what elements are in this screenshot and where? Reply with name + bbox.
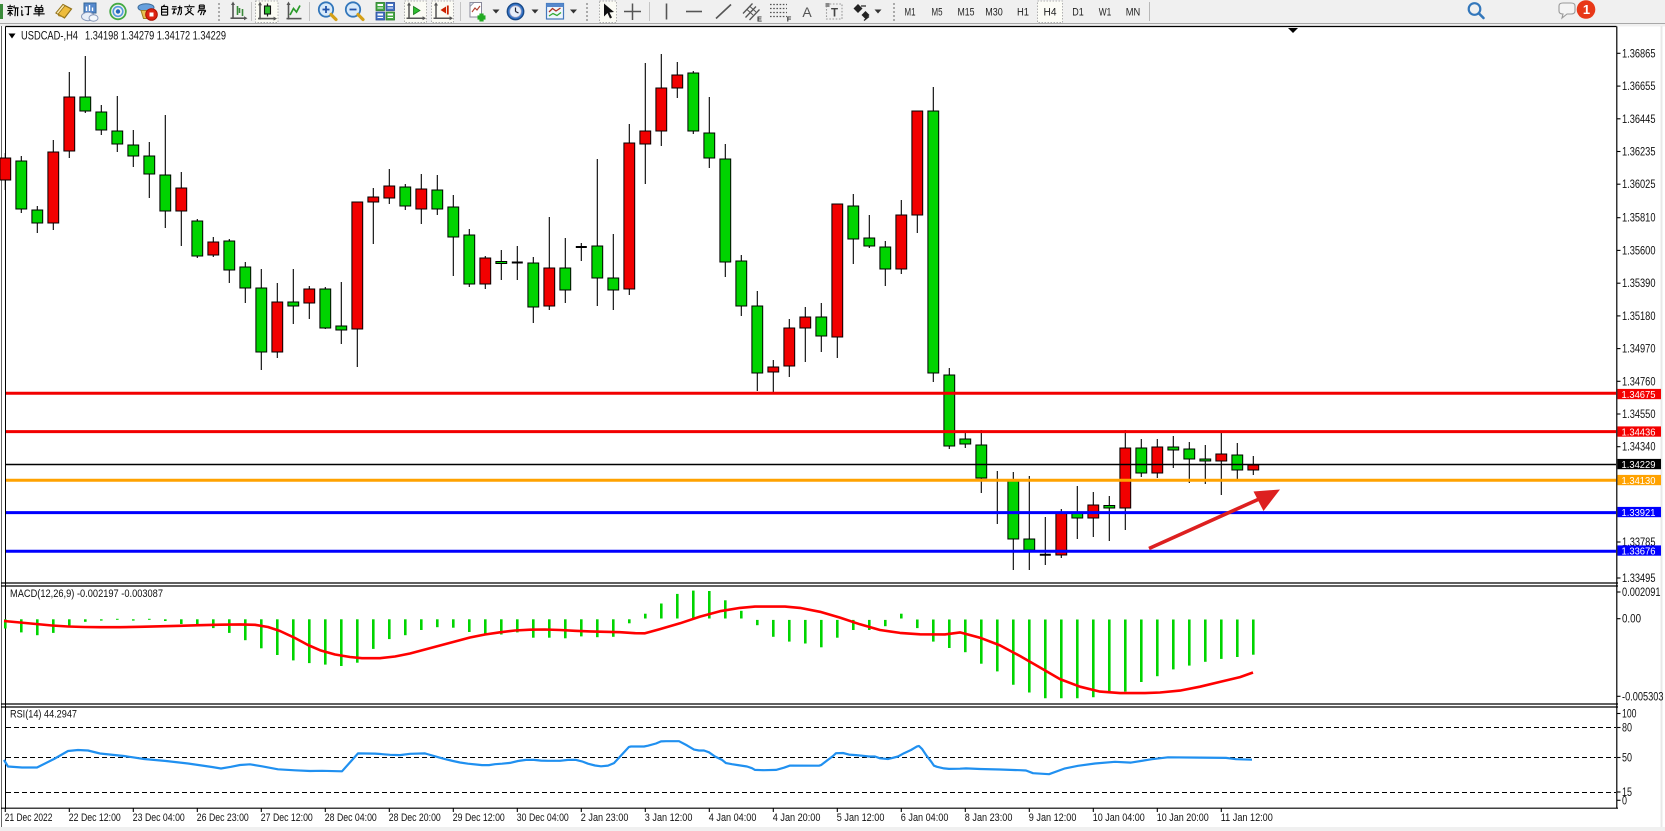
svg-text:1.34229: 1.34229 [1622,459,1656,471]
svg-text:50: 50 [1622,753,1632,765]
svg-text:1.36445: 1.36445 [1622,114,1656,126]
svg-text:0.00: 0.00 [1622,614,1641,626]
svg-text:1.35810: 1.35810 [1622,213,1656,225]
svg-text:6 Jan 04:00: 6 Jan 04:00 [901,812,949,824]
svg-text:M15: M15 [958,7,975,19]
svg-text:M5: M5 [932,7,943,19]
svg-text:0.002091: 0.002091 [1622,587,1661,599]
svg-text:1.35180: 1.35180 [1622,311,1656,323]
svg-text:26 Dec 23:00: 26 Dec 23:00 [197,812,249,824]
svg-text:1.35390: 1.35390 [1622,278,1656,290]
svg-text:W1: W1 [1099,7,1112,19]
svg-text:1.34760: 1.34760 [1622,376,1656,388]
svg-text:10 Jan 04:00: 10 Jan 04:00 [1093,812,1145,824]
svg-text:F: F [787,15,792,24]
svg-text:4 Jan 20:00: 4 Jan 20:00 [773,812,821,824]
svg-text:1.34436: 1.34436 [1622,426,1656,438]
svg-text:15: 15 [1622,787,1632,799]
svg-text:1.36025: 1.36025 [1622,179,1656,191]
svg-text:4 Jan 04:00: 4 Jan 04:00 [709,812,757,824]
svg-text:1: 1 [1583,2,1590,17]
svg-text:11 Jan 12:00: 11 Jan 12:00 [1221,812,1273,824]
svg-text:H4: H4 [1044,7,1057,19]
svg-text:21 Dec 2022: 21 Dec 2022 [5,812,53,824]
svg-text:1.33495: 1.33495 [1622,573,1656,585]
svg-text:1.33921: 1.33921 [1622,507,1656,519]
svg-text:10 Jan 20:00: 10 Jan 20:00 [1157,812,1209,824]
svg-text:A: A [802,4,812,20]
svg-text:28 Dec 20:00: 28 Dec 20:00 [389,812,441,824]
svg-text:80: 80 [1622,723,1632,735]
svg-text:1.34675: 1.34675 [1622,389,1656,401]
svg-text:22 Dec 12:00: 22 Dec 12:00 [69,812,121,824]
svg-text:5 Jan 12:00: 5 Jan 12:00 [837,812,885,824]
svg-text:1.34550: 1.34550 [1622,409,1656,421]
svg-text:MN: MN [1126,7,1141,19]
svg-text:100: 100 [1622,709,1637,721]
svg-text:28 Dec 04:00: 28 Dec 04:00 [325,812,377,824]
svg-text:1.34130: 1.34130 [1622,475,1656,487]
svg-text:27 Dec 12:00: 27 Dec 12:00 [261,812,313,824]
svg-text:RSI(14) 44.2947: RSI(14) 44.2947 [10,709,77,721]
svg-text:0: 0 [1622,795,1627,807]
svg-text:8 Jan 23:00: 8 Jan 23:00 [965,812,1013,824]
svg-text:M1: M1 [905,7,916,19]
svg-text:1.34198 1.34279 1.34172 1.3422: 1.34198 1.34279 1.34172 1.34229 [85,29,226,43]
svg-text:1.34340: 1.34340 [1622,442,1656,454]
svg-text:USDCAD-,H4: USDCAD-,H4 [21,29,78,43]
svg-text:3 Jan 12:00: 3 Jan 12:00 [645,812,693,824]
svg-text:1.33676: 1.33676 [1622,545,1656,557]
svg-text:D1: D1 [1072,7,1084,19]
svg-text:1.36655: 1.36655 [1622,81,1656,93]
svg-text:MACD(12,26,9) -0.002197 -0.003: MACD(12,26,9) -0.002197 -0.003087 [10,588,163,600]
svg-text:1.35600: 1.35600 [1622,245,1656,257]
svg-text:M30: M30 [985,7,1003,19]
svg-text:9 Jan 12:00: 9 Jan 12:00 [1029,812,1077,824]
svg-text:2 Jan 23:00: 2 Jan 23:00 [581,812,629,824]
svg-text:1.36235: 1.36235 [1622,147,1656,159]
svg-text:H1: H1 [1017,7,1029,19]
svg-text:29 Dec 12:00: 29 Dec 12:00 [453,812,505,824]
svg-text:30 Dec 04:00: 30 Dec 04:00 [517,812,569,824]
svg-text:1.36865: 1.36865 [1622,48,1656,60]
svg-text:T: T [831,8,838,20]
svg-text:-0.005303: -0.005303 [1622,691,1664,703]
svg-text:1.34970: 1.34970 [1622,344,1656,356]
svg-text:23 Dec 04:00: 23 Dec 04:00 [133,812,185,824]
svg-text:E: E [757,15,762,24]
